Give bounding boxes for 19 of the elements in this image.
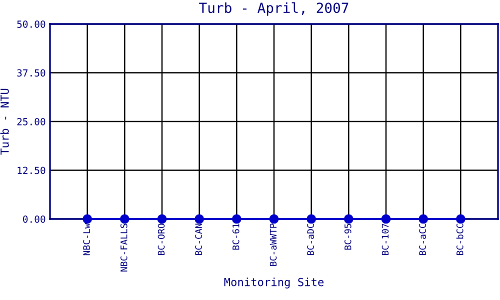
- x-tick-label: BC-95: [344, 224, 352, 250]
- x-tick-label: BC-ORO: [158, 224, 165, 256]
- x-tick-label: BC-bCC: [456, 224, 464, 256]
- y-tick-label: 50.00: [17, 20, 46, 28]
- y-axis-title: Turb - NTU: [0, 88, 9, 155]
- x-tick-label: BC-aCC: [419, 224, 426, 256]
- y-tick-label: 0.00: [23, 216, 46, 223]
- y-tick-label: 37.50: [17, 69, 46, 77]
- x-tick-label: BC-aWWTP: [270, 224, 277, 266]
- x-tick-label: BC-107: [382, 224, 389, 256]
- y-tick-label: 25.00: [17, 118, 46, 126]
- x-tick-label: BC-61: [232, 224, 240, 250]
- x-tick-label: BC-CAN: [195, 224, 202, 256]
- x-tick-label: NBC-Lw: [83, 223, 90, 256]
- x-tick-label: BC-aDC: [307, 224, 314, 256]
- x-tick-label: NBC-FALLS: [120, 224, 128, 272]
- chart-title: Turb - April, 2007: [199, 2, 348, 16]
- y-tick-label: 12.50: [18, 166, 46, 174]
- x-axis-title: Monitoring Site: [224, 278, 324, 288]
